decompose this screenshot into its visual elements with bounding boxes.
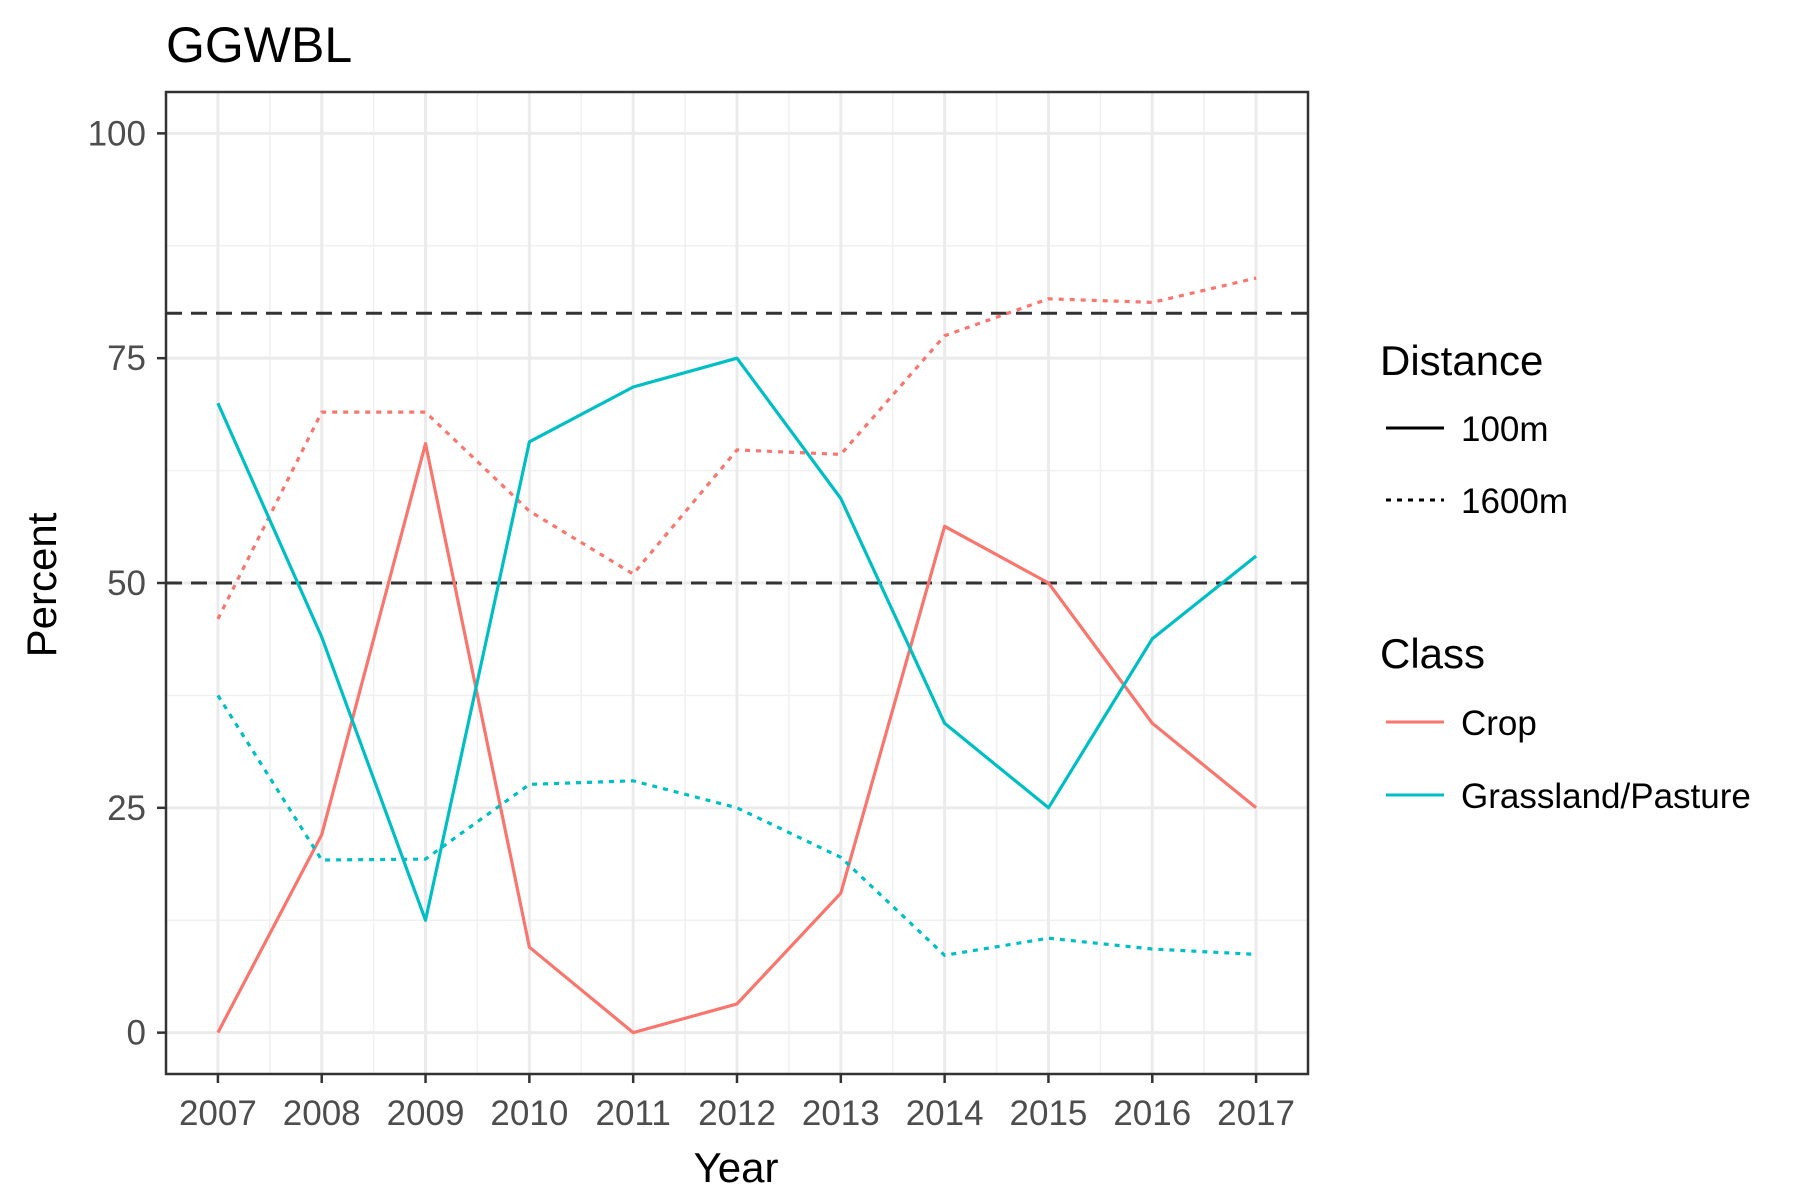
x-axis-title: Year [694,1144,779,1191]
series-line-grassland-pasture-1600m [216,694,1257,957]
x-tick-label: 2013 [802,1094,880,1133]
legend-class: Class Crop Grassland/Pasture [1380,630,1751,816]
legend-distance-title: Distance [1380,337,1543,384]
x-tick-label: 2014 [906,1094,984,1133]
series-line-crop-100m [216,442,1258,1035]
y-tick-label: 100 [88,114,146,153]
legend-class-title: Class [1380,630,1485,677]
y-tick-label: 50 [107,564,146,603]
chart-title: GGWBL [166,17,352,73]
y-tick-label: 0 [127,1014,146,1053]
legend-label-grassland-pasture: Grassland/Pasture [1461,777,1751,816]
y-tick-label: 75 [107,339,146,378]
legend-label-100m: 100m [1461,410,1549,449]
x-tick-label: 2012 [698,1094,776,1133]
x-tick-label: 2016 [1113,1094,1191,1133]
x-tick-label: 2008 [283,1094,361,1133]
x-tick-label: 2007 [179,1094,257,1133]
x-tick-label: 2009 [387,1094,465,1133]
y-tick-label: 25 [107,789,146,828]
y-axis-title: Percent [18,512,65,657]
x-tick-label: 2011 [596,1094,671,1133]
x-tick-label: 2010 [490,1094,568,1133]
legend-distance: Distance 100m 1600m [1380,337,1568,521]
plot-area: 0 25 50 75 100 2007 2008 2009 2010 2011 2012 2013 20… [88,90,1310,1133]
legend-label-1600m: 1600m [1461,482,1568,521]
series-line-crop-1600m [216,276,1257,620]
series-line-grassland-pasture-100m [216,356,1258,922]
x-tick-label: 2015 [1010,1094,1088,1133]
legend-label-crop: Crop [1461,704,1537,743]
x-tick-label: 2017 [1217,1094,1295,1133]
